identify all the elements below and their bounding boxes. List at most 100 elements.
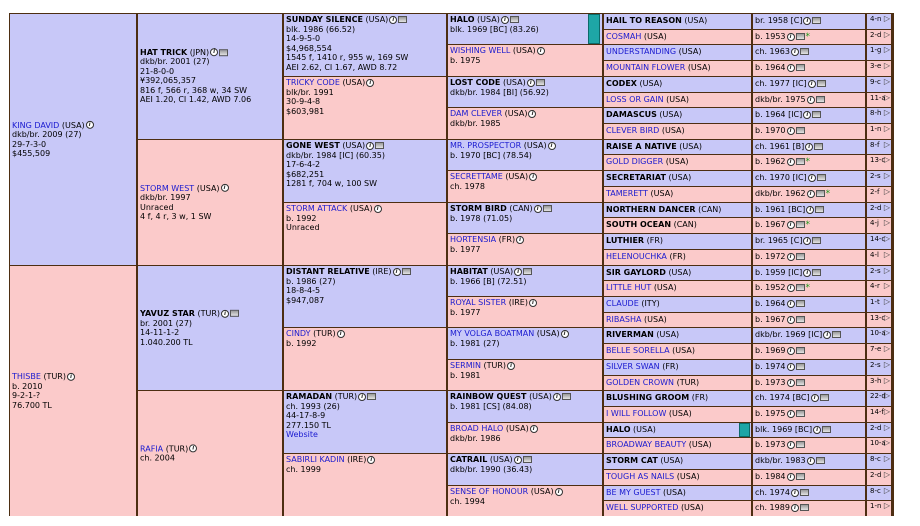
expand-arrow-icon[interactable]: ▷: [883, 30, 890, 39]
expand-arrow-icon[interactable]: ▷: [883, 124, 890, 133]
photo-icon[interactable]: [795, 347, 805, 354]
expand-arrow-icon[interactable]: ▷: [883, 501, 890, 510]
photo-icon[interactable]: [367, 393, 377, 400]
horse-name-link[interactable]: BE MY GUEST: [606, 488, 661, 497]
info-icon[interactable]: i: [552, 392, 561, 401]
info-icon[interactable]: i: [210, 48, 219, 57]
photo-icon[interactable]: [795, 473, 805, 480]
info-icon[interactable]: i: [786, 283, 795, 292]
photo-icon[interactable]: [815, 190, 825, 197]
info-icon[interactable]: i: [806, 456, 815, 465]
horse-name-link[interactable]: I WILL FOLLOW: [606, 409, 667, 418]
photo-icon[interactable]: [832, 331, 842, 338]
info-icon[interactable]: i: [813, 425, 822, 434]
horse-name-link[interactable]: STORM ATTACK: [286, 204, 348, 213]
info-icon[interactable]: i: [806, 189, 815, 198]
info-icon[interactable]: i: [806, 205, 815, 214]
photo-icon[interactable]: [219, 48, 229, 56]
horse-name-link[interactable]: STORM BIRD: [450, 204, 507, 213]
info-icon[interactable]: i: [786, 440, 795, 449]
info-icon[interactable]: i: [507, 361, 516, 370]
expand-arrow-icon[interactable]: ▷: [883, 108, 890, 117]
expand-arrow-icon[interactable]: ▷: [883, 344, 890, 353]
horse-name-link[interactable]: NORTHERN DANCER: [606, 205, 696, 214]
photo-icon[interactable]: [814, 143, 824, 150]
horse-name-link[interactable]: LOST CODE: [450, 78, 501, 87]
horse-name-link[interactable]: CINDY: [286, 329, 311, 338]
expand-arrow-icon[interactable]: ▷: [883, 470, 890, 479]
info-icon[interactable]: i: [500, 15, 509, 24]
horse-name-link[interactable]: HAIL TO REASON: [606, 16, 682, 25]
horse-name-link[interactable]: KING DAVID: [12, 120, 60, 130]
expand-arrow-icon[interactable]: ▷: [883, 155, 890, 164]
info-icon[interactable]: i: [336, 329, 345, 338]
expand-arrow-icon[interactable]: ▷: [883, 360, 890, 369]
photo-icon[interactable]: [795, 441, 805, 448]
info-icon[interactable]: i: [810, 393, 819, 402]
info-icon[interactable]: i: [786, 378, 795, 387]
horse-name-link[interactable]: SABIRLI KADIN: [286, 455, 345, 464]
info-icon[interactable]: i: [389, 15, 398, 24]
horse-name-link[interactable]: BLUSHING GROOM: [606, 393, 690, 402]
horse-name-link[interactable]: HABITAT: [450, 267, 488, 276]
horse-name-link[interactable]: DAMASCUS: [606, 110, 657, 119]
horse-name-link[interactable]: GOLDEN CROWN: [606, 378, 675, 387]
horse-name-link[interactable]: SIR GAYLORD: [606, 268, 666, 277]
photo-icon[interactable]: [799, 48, 809, 55]
info-icon[interactable]: i: [373, 204, 382, 213]
horse-name-link[interactable]: LITTLE HUT: [606, 283, 652, 292]
photo-icon[interactable]: [509, 16, 519, 23]
expand-arrow-icon[interactable]: ▷: [883, 140, 890, 149]
photo-icon[interactable]: [542, 205, 552, 212]
expand-arrow-icon[interactable]: ▷: [883, 250, 890, 259]
photo-icon[interactable]: [795, 33, 805, 40]
info-icon[interactable]: i: [528, 109, 537, 118]
info-icon[interactable]: i: [790, 47, 799, 56]
expand-arrow-icon[interactable]: ▷: [883, 234, 890, 243]
photo-icon[interactable]: [401, 268, 411, 275]
info-icon[interactable]: i: [807, 79, 816, 88]
photo-icon[interactable]: [795, 253, 805, 260]
expand-arrow-icon[interactable]: ▷: [883, 266, 890, 275]
horse-name-link[interactable]: CATRAIL: [450, 455, 488, 464]
photo-icon[interactable]: [812, 111, 822, 118]
horse-name-link[interactable]: HALO: [450, 15, 475, 24]
expand-arrow-icon[interactable]: ▷: [883, 328, 890, 337]
info-icon[interactable]: i: [786, 63, 795, 72]
horse-name-link[interactable]: GONE WEST: [286, 141, 340, 150]
info-icon[interactable]: i: [786, 472, 795, 481]
info-icon[interactable]: i: [358, 392, 367, 401]
info-icon[interactable]: i: [221, 309, 229, 318]
info-icon[interactable]: i: [528, 298, 537, 307]
expand-arrow-icon[interactable]: ▷: [883, 171, 890, 180]
horse-name-link[interactable]: RAISE A NATIVE: [606, 142, 677, 151]
expand-arrow-icon[interactable]: ▷: [883, 218, 890, 227]
horse-name-link[interactable]: HALO: [606, 425, 631, 434]
horse-name-link[interactable]: GOLD DIGGER: [606, 157, 664, 166]
photo-icon[interactable]: [535, 79, 545, 86]
info-icon[interactable]: i: [786, 126, 795, 135]
horse-name-link[interactable]: CLAUDE: [606, 299, 639, 308]
info-icon[interactable]: i: [366, 141, 375, 150]
horse-name-link[interactable]: YAVUZ STAR: [140, 308, 195, 318]
horse-name-link[interactable]: CLEVER BIRD: [606, 126, 660, 135]
info-icon[interactable]: i: [514, 267, 523, 276]
horse-name-link[interactable]: HAT TRICK: [140, 47, 188, 57]
photo-icon[interactable]: [561, 393, 571, 400]
expand-arrow-icon[interactable]: ▷: [883, 77, 890, 86]
expand-arrow-icon[interactable]: ▷: [883, 423, 890, 432]
horse-name-link[interactable]: BROAD HALO: [450, 424, 504, 433]
horse-name-link[interactable]: ROYAL SISTER: [450, 298, 507, 307]
horse-name-link[interactable]: WELL SUPPORTED: [606, 503, 679, 512]
info-icon[interactable]: i: [526, 78, 535, 87]
horse-name-link[interactable]: SUNDAY SILENCE: [286, 15, 363, 24]
horse-name-link[interactable]: SECRETARIAT: [606, 173, 666, 182]
info-icon[interactable]: i: [367, 455, 376, 464]
info-icon[interactable]: i: [513, 455, 522, 464]
horse-name-link[interactable]: LUTHIER: [606, 236, 645, 245]
horse-name-link[interactable]: THISBE: [12, 371, 41, 381]
info-icon[interactable]: i: [803, 236, 812, 245]
photo-icon[interactable]: [815, 206, 825, 213]
horse-name-link[interactable]: CODEX: [606, 79, 637, 88]
info-icon[interactable]: i: [803, 16, 812, 25]
